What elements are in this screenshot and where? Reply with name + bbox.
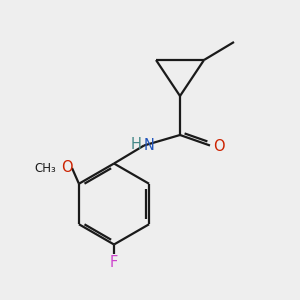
Text: CH₃: CH₃: [34, 161, 56, 175]
Text: N: N: [144, 138, 155, 153]
Text: O: O: [213, 139, 225, 154]
Text: O: O: [61, 160, 73, 175]
Text: H: H: [130, 137, 141, 152]
Text: F: F: [110, 255, 118, 270]
